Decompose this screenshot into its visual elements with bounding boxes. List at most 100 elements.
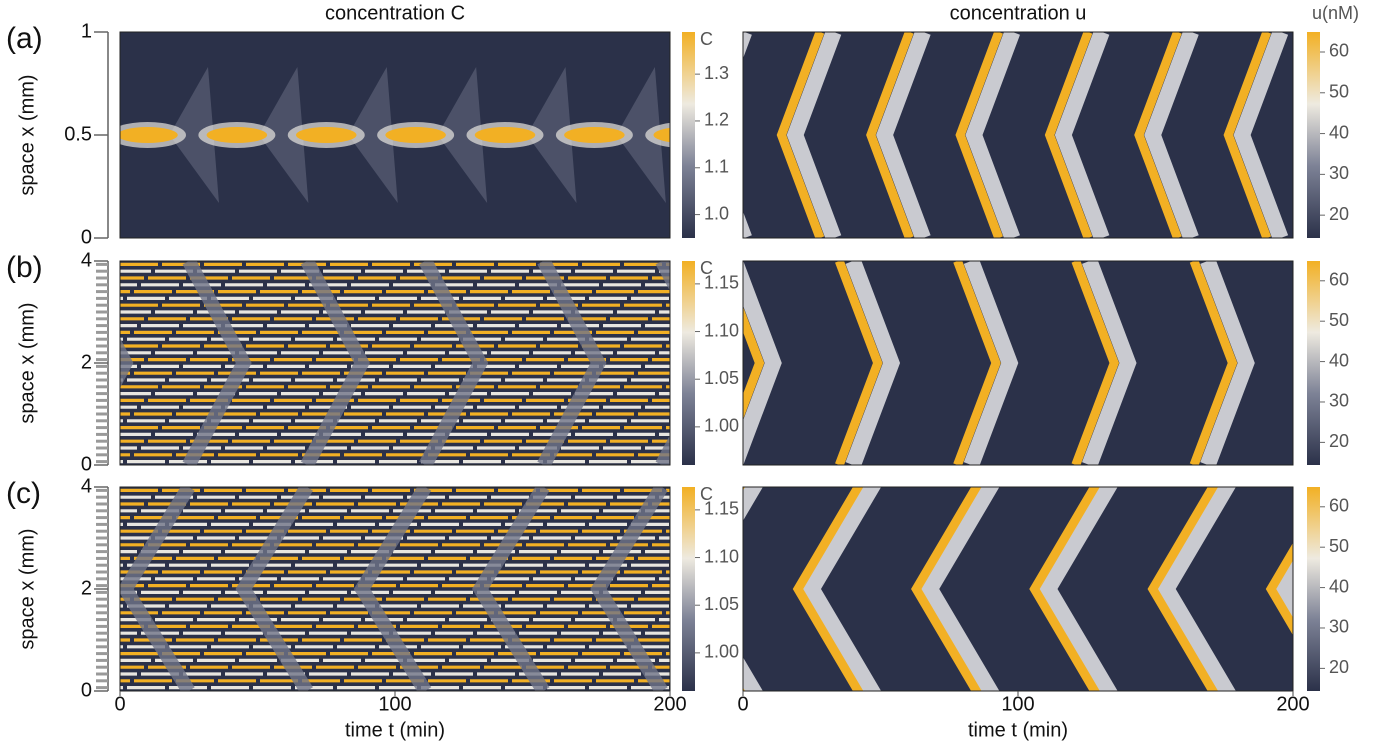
colorbar-tick-label: 20 xyxy=(1329,204,1349,224)
wave-front xyxy=(1265,542,1293,636)
wave-front xyxy=(1044,32,1093,238)
wave-band xyxy=(235,487,313,691)
wave-front xyxy=(1389,477,1399,701)
colorbar-tick-label: 20 xyxy=(1329,431,1349,451)
wave-trail xyxy=(1275,559,1293,619)
wave-trail xyxy=(1233,32,1289,238)
panel-frame xyxy=(119,260,671,466)
pulse xyxy=(653,127,670,143)
colorbar-tick-label: 1.15 xyxy=(704,273,739,293)
colorbar-tick-label: 30 xyxy=(1329,617,1349,637)
colorbar-tick-label: 50 xyxy=(1329,536,1349,556)
wave-trail xyxy=(963,261,1019,465)
pulse xyxy=(120,127,178,143)
wave-band xyxy=(182,261,252,465)
panel-frame xyxy=(742,31,1294,239)
y-tick-label: 0.5 xyxy=(64,123,92,145)
wave-trail xyxy=(1082,261,1137,465)
y-tick-label: 1 xyxy=(81,20,92,42)
colorbar-gradient xyxy=(1307,261,1320,465)
wave-front xyxy=(1029,487,1100,691)
heatmap-panel xyxy=(742,260,1294,466)
heatmap-panel: (b) space x (mm) 0 2 4 xyxy=(6,249,671,475)
wave-trail xyxy=(1144,32,1199,238)
wave-trail xyxy=(920,487,1000,691)
wave-band xyxy=(353,487,432,691)
x-tick-label: 200 xyxy=(653,693,686,715)
x-tick-label: 100 xyxy=(1001,693,1034,715)
colorbar-tick-label: 50 xyxy=(1329,310,1349,330)
y-tick-label: 2 xyxy=(81,351,92,373)
wave-front xyxy=(866,32,914,238)
colorbar: C 1.00 1.05 1.10 1.15 xyxy=(682,258,739,465)
wave-band xyxy=(120,487,195,691)
colorbar-tick-label: 1.15 xyxy=(704,499,739,519)
wave-front xyxy=(955,32,1003,238)
x-tick-label: 200 xyxy=(1276,693,1309,715)
colorbar-gradient xyxy=(682,261,695,465)
colorbar-tick-label: 40 xyxy=(1329,576,1349,596)
x-tick-label: 100 xyxy=(378,693,411,715)
y-tick-label: 0 xyxy=(81,226,92,248)
colorbar-tick-label: 1.00 xyxy=(704,416,739,436)
wave-front xyxy=(1147,487,1219,691)
wave-band xyxy=(120,338,134,388)
colorbar-gradient xyxy=(1307,32,1320,238)
y-tick-label: 0 xyxy=(81,679,92,701)
colorbar: u(nM) 20 30 40 50 60 xyxy=(1307,3,1359,238)
wave-trail xyxy=(802,487,882,691)
panel-label: (b) xyxy=(6,251,43,284)
wave-front xyxy=(743,306,765,420)
wave-band xyxy=(419,261,489,465)
y-axis-label: space x (mm) xyxy=(16,74,38,195)
pulse xyxy=(564,127,625,143)
pulse xyxy=(296,127,357,143)
colorbar-label: C xyxy=(700,29,713,49)
wave-front xyxy=(1134,32,1182,238)
x-axis-label: time t (min) xyxy=(968,719,1068,741)
panel-label: (a) xyxy=(6,22,43,55)
colorbar: 20 30 40 50 60 xyxy=(1307,487,1349,691)
panel-title: concentration C xyxy=(325,2,465,24)
colorbar-tick-label: 30 xyxy=(1329,391,1349,411)
colorbar-tick-label: 1.05 xyxy=(704,594,739,614)
wave-front xyxy=(1071,261,1120,465)
wave-fan xyxy=(169,67,219,203)
wave-fan xyxy=(527,67,577,203)
colorbar-tick-label: 1.1 xyxy=(704,157,729,177)
colorbar-tick-label: 60 xyxy=(1329,496,1349,516)
colorbar-gradient xyxy=(682,32,695,238)
wave-band xyxy=(472,487,550,691)
colorbar-tick-label: 1.10 xyxy=(704,546,739,566)
heatmap xyxy=(743,261,1293,465)
colorbar-gradient xyxy=(682,487,695,691)
heatmap-panel: (c) space x (mm) time t (min) 0 2 4 0 100 200 xyxy=(6,475,687,741)
wave-trail xyxy=(1054,32,1110,238)
colorbar: 20 30 40 50 60 xyxy=(1307,261,1349,465)
wave-trail xyxy=(845,261,901,465)
colorbar: C 1.00 1.05 1.10 1.15 xyxy=(682,484,739,691)
wave-trail xyxy=(876,32,931,238)
x-tick-label: 0 xyxy=(114,693,125,715)
pulse xyxy=(474,127,536,143)
wave-fan xyxy=(348,67,398,203)
colorbar-tick-label: 40 xyxy=(1329,122,1349,142)
panel-frame xyxy=(119,31,671,239)
y-tick-label: 4 xyxy=(81,249,92,271)
colorbar-tick-label: 20 xyxy=(1329,657,1349,677)
wave-front xyxy=(1223,32,1272,238)
y-tick-label: 0 xyxy=(81,453,92,475)
heatmap-bg xyxy=(120,487,670,691)
colorbar-tick-label: 50 xyxy=(1329,82,1349,102)
wave-front xyxy=(1189,261,1238,465)
colorbar: C 1.0 1.1 1.2 1.3 xyxy=(682,29,729,238)
y-axis-label: space x (mm) xyxy=(16,528,38,649)
wave-trail xyxy=(1200,261,1255,465)
wave-front xyxy=(911,487,982,691)
colorbar-tick-label: 30 xyxy=(1329,163,1349,183)
wave-fan xyxy=(616,67,666,203)
colorbar-label: C xyxy=(700,258,713,278)
colorbar-tick-label: 1.0 xyxy=(704,203,729,223)
colorbar-tick-label: 1.2 xyxy=(704,110,729,130)
